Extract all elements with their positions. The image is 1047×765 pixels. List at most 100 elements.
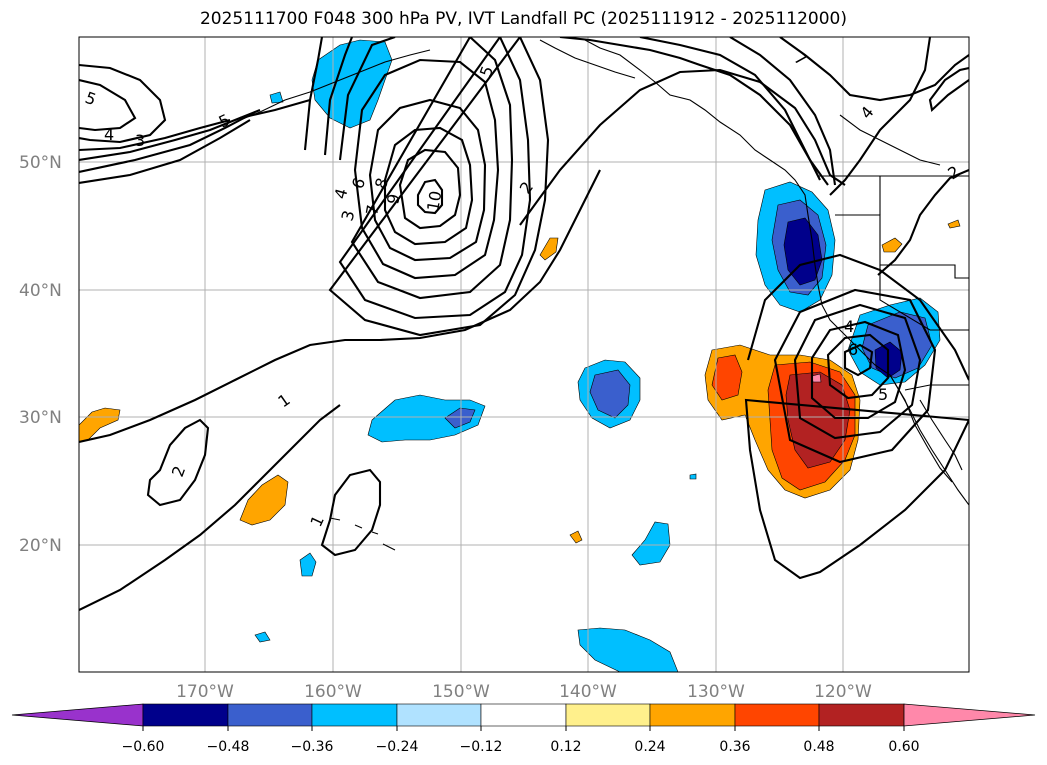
contour-ridge-2	[239, 68, 846, 226]
shade-small-negative	[689, 473, 697, 480]
contour-label: 1	[306, 512, 328, 529]
lon-label-140w: 140°W	[559, 682, 617, 702]
colorbar-segment	[734, 703, 820, 727]
contour-label: 4	[857, 103, 878, 123]
coastline-alaska	[539, 39, 636, 79]
contour-label: 4	[844, 317, 854, 336]
lat-label-20n: 20°N	[19, 536, 62, 556]
contour-ne-right	[928, 66, 969, 113]
shade-aleutian-small-negative	[269, 91, 284, 104]
shade-mid-pacific-negative-mid	[589, 369, 631, 419]
contour-label: 9	[383, 192, 403, 205]
lon-label-130w: 130°W	[687, 682, 745, 702]
contour-cutoff-3	[793, 303, 922, 440]
contour-trough-10	[416, 178, 444, 215]
contour-label: 3	[135, 131, 145, 150]
colorbar-tick-label: 0.24	[634, 739, 665, 755]
colorbar-tick-label: −0.24	[376, 739, 419, 755]
shade-south-negative-1	[631, 521, 671, 566]
contour-label: 5	[878, 385, 888, 404]
contour-far-nw-5	[79, 63, 167, 144]
lat-label-50n: 50°N	[19, 153, 62, 173]
lon-label-150w: 150°W	[432, 682, 490, 702]
colorbar-segment	[480, 703, 567, 727]
colorbar-tick-label: −0.36	[291, 739, 334, 755]
lon-label-120w: 120°W	[814, 682, 872, 702]
contour-nw-band-3	[79, 119, 251, 185]
colorbar-extend-low	[11, 703, 144, 727]
contour-label: 7	[790, 49, 810, 70]
colorbar-tick-label: −0.60	[122, 739, 165, 755]
shade-hawaii-north-negative	[367, 394, 486, 443]
border-states-3	[879, 265, 969, 331]
colorbar-tick-label: 0.36	[719, 739, 750, 755]
colorbar-tick-label: 0.60	[888, 739, 919, 755]
contour-cutoff-6	[843, 343, 874, 377]
contour-1-hawaii	[320, 468, 382, 557]
shade-mid-positive	[539, 237, 559, 261]
border-canada-inland	[839, 114, 941, 166]
shade-south-small-positive	[569, 530, 583, 544]
coastline-baja	[889, 374, 953, 483]
contour-far-nw-4	[79, 78, 137, 132]
contour-label: 6	[348, 175, 369, 191]
shade-south-negative-4	[254, 631, 271, 643]
contour-label: 10	[423, 189, 445, 212]
colorbar-segment	[227, 703, 313, 727]
contour-trough-7	[368, 98, 487, 262]
coastline-gulf	[919, 399, 963, 471]
contour-1-main	[79, 169, 601, 444]
map-title: 2025111700 F048 300 hPa PV, IVT Landfall…	[199, 9, 847, 29]
contour-nw-band-2	[79, 111, 256, 174]
contour-label: 7	[362, 203, 382, 216]
colorbar-segment	[818, 703, 905, 727]
contour-trough-9	[398, 148, 462, 230]
contour-label: 4	[331, 186, 352, 201]
colorbar-tick-label: 0.48	[803, 739, 834, 755]
shade-inland-positive-2	[947, 219, 961, 229]
pv-contours	[79, 37, 969, 611]
longitude-labels: 170°W 160°W 150°W 140°W 130°W 120°W	[176, 682, 872, 702]
colorbar-segment	[565, 703, 651, 727]
contour-label: 2	[168, 463, 189, 479]
contour-label: 1	[274, 390, 293, 411]
contour-label: 2	[516, 178, 537, 197]
contour-cutoff-5	[826, 333, 890, 400]
colorbar-tick-label: −0.12	[460, 739, 503, 755]
contour-far-nw-3	[79, 118, 231, 152]
colorbar-ticks	[142, 726, 905, 731]
shade-hawaii-west-positive	[239, 474, 289, 526]
gridlines	[79, 37, 969, 672]
contour-trough-5	[338, 37, 514, 300]
contour-label: 6	[848, 340, 858, 359]
colorbar-segment	[649, 703, 736, 727]
lon-label-160w: 160°W	[304, 682, 362, 702]
shade-socal-positive-core	[785, 371, 851, 469]
lat-label-30n: 30°N	[19, 408, 62, 428]
colorbar-extend-high	[903, 703, 1036, 727]
colorbar-segment	[396, 703, 482, 727]
colorbar: −0.60 −0.48 −0.36 −0.24 −0.12 0.12 0.24 …	[11, 703, 1036, 755]
lat-label-40n: 40°N	[19, 281, 62, 301]
contour-ridge-7	[779, 37, 969, 102]
colorbar-tick-label: −0.48	[207, 739, 250, 755]
contour-label: 4	[104, 125, 114, 144]
contour-trough-4	[323, 37, 532, 320]
contour-ne-4	[829, 37, 932, 196]
contour-cutoff-2	[773, 288, 937, 464]
contour-trough-8	[383, 126, 474, 246]
colorbar-tick-label: 0.12	[550, 739, 581, 755]
shade-hawaii-north-negative-mid	[444, 407, 476, 429]
contour-1-south	[79, 404, 341, 611]
colorbar-segment	[142, 703, 229, 727]
contour-ridge-upper	[559, 37, 829, 186]
contour-cutoff-1	[744, 253, 969, 580]
contour-trough-6	[353, 58, 500, 280]
contour-ridge-upper-2	[639, 37, 821, 181]
colorbar-segment	[311, 703, 398, 727]
contour-label: 3	[338, 208, 359, 223]
plot-frame	[78, 36, 970, 673]
contour-2-southwest	[146, 418, 210, 507]
shade-south-negative-2	[577, 627, 679, 672]
